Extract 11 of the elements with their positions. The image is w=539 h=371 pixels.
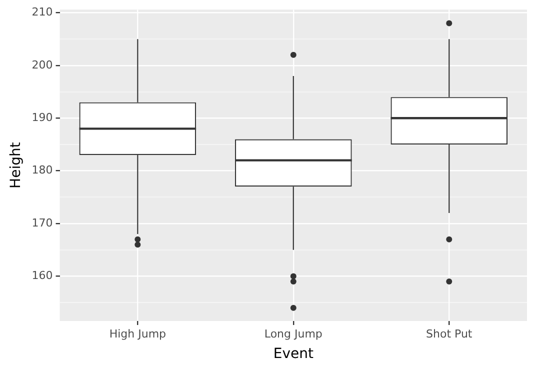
y-tick-label: 200 — [32, 58, 53, 72]
y-tick-label: 190 — [32, 111, 53, 124]
y-tick-label: 180 — [32, 164, 53, 177]
x-tick-label: Long Jump — [264, 327, 322, 340]
y-tick-label: 170 — [32, 216, 53, 230]
y-axis-title: Height — [8, 142, 24, 188]
x-tick-label: High Jump — [109, 327, 166, 340]
x-tick-label: Shot Put — [426, 327, 473, 340]
y-tick-label: 160 — [32, 269, 53, 282]
x-axis-title: Event — [273, 346, 314, 362]
y-tick-label: 210 — [32, 6, 53, 19]
